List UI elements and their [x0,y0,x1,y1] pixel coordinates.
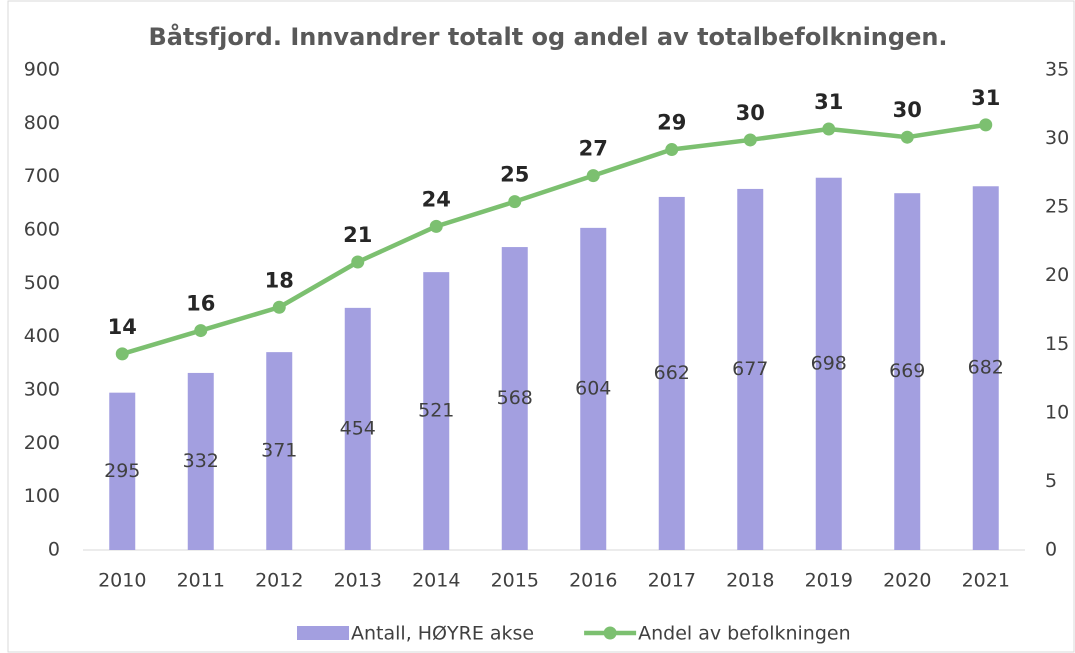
y-tick-label: 600 [24,219,60,241]
bar-value-label: 295 [104,460,140,482]
y-tick-label: 0 [48,539,60,561]
y-tick-label: 700 [24,165,60,187]
bar [737,188,764,550]
line-marker [900,130,914,144]
y2-tick-label: 10 [1045,401,1069,423]
line-marker [586,169,600,183]
x-tick-label: 2017 [648,570,696,592]
y-tick-label: 100 [24,485,60,507]
bar-value-label: 682 [968,357,1004,379]
line-marker [979,118,993,132]
line-value-label: 21 [343,223,372,247]
line-value-label: 31 [814,90,843,114]
bar-value-label: 662 [654,362,690,384]
x-tick-label: 2010 [98,570,146,592]
line-value-label: 25 [500,163,529,187]
bar-value-label: 332 [183,450,219,472]
line-marker [743,133,757,147]
bar-value-label: 677 [732,358,768,380]
line-value-label: 30 [736,101,765,125]
bar [109,392,136,550]
line-value-label: 16 [186,292,215,316]
y-tick-label: 200 [24,432,60,454]
bar [580,227,607,550]
y2-tick-label: 0 [1045,539,1057,561]
y2-tick-label: 30 [1045,127,1069,149]
y-tick-label: 500 [24,272,60,294]
x-tick-label: 2011 [177,570,225,592]
bar [266,352,293,550]
line-marker [508,195,522,209]
legend-label: Andel av befolkningen [638,623,851,645]
y2-tick-label: 5 [1045,470,1057,492]
y-tick-label: 300 [24,379,60,401]
y2-tick-label: 20 [1045,264,1069,286]
line-value-label: 27 [579,137,608,161]
line-value-label: 14 [108,315,137,339]
bar-value-label: 521 [418,400,454,422]
y-tick-label: 800 [24,112,60,134]
x-tick-label: 2013 [334,570,382,592]
line [121,122,987,357]
y2-tick-label: 25 [1045,196,1069,218]
legend-label: Antall, HØYRE akse [351,623,534,645]
line-marker [429,219,443,233]
legend-marker [603,626,617,640]
y2-tick-label: 35 [1045,59,1069,81]
bar-value-label: 604 [575,377,611,399]
line-value-label: 18 [265,268,294,292]
bar [972,186,999,550]
bar-value-label: 454 [340,417,376,439]
line-value-label: 29 [657,111,686,135]
bar-value-label: 669 [889,360,925,382]
y-tick-label: 400 [24,325,60,347]
line-value-label: 30 [893,98,922,122]
bar [815,177,842,550]
bar [423,272,450,550]
line-marker [115,347,129,361]
line-marker [194,324,208,338]
line-marker [665,143,679,157]
x-tick-label: 2018 [726,570,774,592]
line-value-label: 24 [422,187,451,211]
x-tick-label: 2014 [412,570,460,592]
bar [894,193,921,550]
bar-value-label: 568 [497,387,533,409]
legend-swatch [297,626,349,640]
x-tick-label: 2016 [569,570,617,592]
bar [501,247,528,551]
bar [187,372,214,550]
bar-value-label: 698 [811,352,847,374]
line-value-label: 31 [971,86,1000,110]
bar [658,196,685,550]
line-marker [822,122,836,136]
y2-tick-label: 15 [1045,333,1069,355]
x-tick-label: 2015 [491,570,539,592]
x-tick-label: 2019 [805,570,853,592]
chart-title: Båtsfjord. Innvandrer totalt og andel av… [148,22,947,51]
x-tick-label: 2020 [883,570,931,592]
y-tick-label: 900 [24,59,60,81]
x-tick-label: 2012 [255,570,303,592]
x-tick-label: 2021 [962,570,1010,592]
line-marker [351,255,365,269]
bar [344,307,371,550]
bar-value-label: 371 [261,440,297,462]
line-marker [272,300,286,314]
